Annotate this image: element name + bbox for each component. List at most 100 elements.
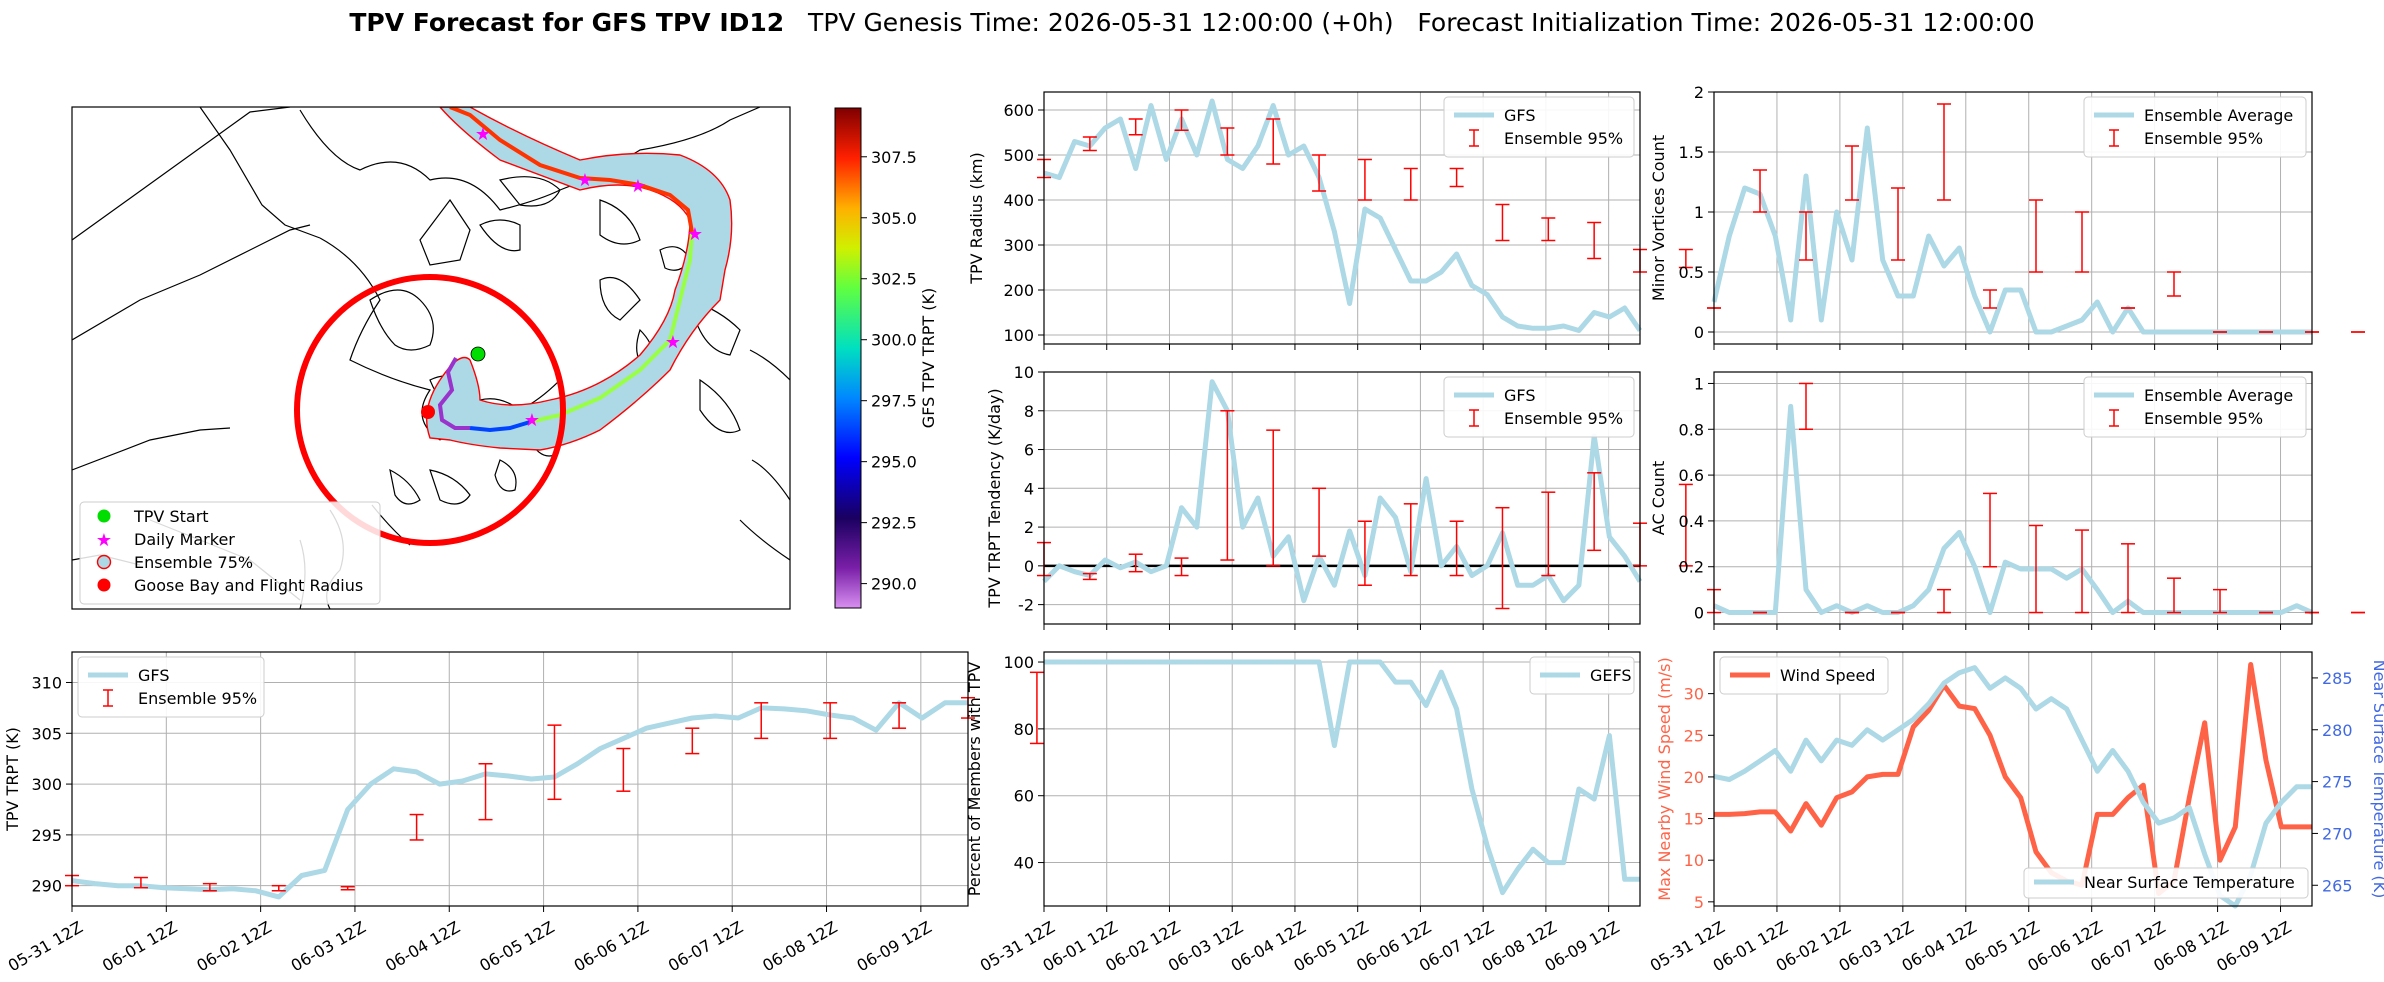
- x-tick-label: 06-06 12Z: [571, 917, 652, 975]
- series-line-main: [1711, 125, 2312, 335]
- legend-box: [2083, 96, 2307, 158]
- legend: GFS Ensemble 95%: [77, 656, 265, 718]
- legend-label: Ensemble 95%: [1504, 409, 1623, 428]
- y-tick-label: 40: [1014, 854, 1034, 873]
- legend-label: GFS: [1504, 386, 1535, 405]
- svg-text:★: ★: [687, 224, 703, 245]
- legend-label: Ensemble 95%: [1504, 129, 1623, 148]
- legend-ensemble-label: Ensemble 75%: [134, 553, 253, 572]
- legend-label: Ensemble Average: [2144, 386, 2293, 405]
- x-tick-label: 06-09 12Z: [854, 917, 935, 975]
- radius-panel: 100 200 300 400 500 600 TPV Radius (km) GFS Ense…: [967, 91, 2014, 350]
- ensemble-errorbar: [271, 884, 286, 892]
- series-line-main: [1042, 379, 1643, 604]
- ensemble-errorbar: [1029, 671, 1044, 745]
- y-tick-label: 10: [1684, 851, 1704, 870]
- legend-label: GEFS: [1590, 666, 1632, 685]
- ensemble-errorbar: [1587, 221, 1602, 260]
- map-panel: ★ ★ ★ ★ ★ ★ TPV Start ★ Daily Marker Ens…: [71, 106, 791, 610]
- plot-frame: [1713, 651, 2313, 907]
- ensemble-errorbar: [1678, 483, 1693, 567]
- legend: Wind Speed Near Surface Temperature: [1719, 656, 2309, 899]
- legend-box: [1443, 96, 1635, 158]
- ensemble-errorbar: [1449, 520, 1464, 577]
- legend-label: Ensemble Average: [2144, 106, 2293, 125]
- y-axis-label: TPV TRPT Tendency (K/day): [985, 388, 1004, 608]
- x-tick-label: 06-04 12Z: [382, 917, 463, 975]
- colorbar-ticks: 307.5 305.0 302.5 300.0 297.5 295.0 292.5 290.0: [861, 148, 917, 594]
- figure-title-times: TPV Genesis Time: 2026-05-31 12:00:00 (+…: [784, 8, 2035, 37]
- svg-text:★: ★: [630, 176, 646, 197]
- legend-start-label: TPV Start: [133, 507, 209, 526]
- plot-frame: [1043, 651, 1641, 907]
- figure-title-main: TPV Forecast for GFS TPV ID12: [349, 8, 785, 37]
- ensemble-errorbar: [1891, 187, 1905, 261]
- y-tick-label: 2: [1694, 83, 1704, 102]
- legend: GFS Ensemble 95%: [1443, 376, 1635, 438]
- ensemble-errorbar: [2075, 529, 2089, 614]
- legend-goosebay-icon: [97, 578, 111, 592]
- y-axis-label: Max Nearby Wind Speed (m/s): [1655, 657, 1674, 900]
- ensemble-errorbar: [1937, 588, 1951, 614]
- series-line-main: [1043, 98, 1643, 333]
- y-tick-label: 0: [1694, 604, 1704, 623]
- colorbar: 307.5 305.0 302.5 300.0 297.5 295.0 292.5 290.0…: [834, 107, 938, 609]
- y-tick-label: 300: [31, 775, 62, 794]
- y-axis-label: TPV TRPT (K): [3, 727, 22, 832]
- ensemble-errorbar: [1495, 506, 1510, 610]
- legend-label: Near Surface Temperature: [2084, 873, 2295, 892]
- y-tick-label: 295: [31, 826, 62, 845]
- ensemble-errorbar: [2213, 588, 2227, 614]
- series-line-main: [71, 700, 968, 900]
- ensemble-errorbar: [1449, 167, 1464, 188]
- y-tick-label: 0.6: [1679, 466, 1704, 485]
- colorbar-tick-label: 290.0: [871, 575, 917, 594]
- ensemble-errorbar: [1266, 118, 1281, 165]
- series-line-main: [1712, 403, 2314, 615]
- x-tick-label: 06-08 12Z: [759, 917, 840, 975]
- y-tick-label: 30: [1684, 685, 1704, 704]
- track-segment-warm: [529, 231, 694, 424]
- y-tick-label: 0.2: [1679, 558, 1704, 577]
- y-tick-label: 100: [1003, 326, 1034, 345]
- minor-vortices-panel: 0 0.5 1 1.5 2 Minor Vortices Count Ensemble Av…: [1649, 83, 2365, 350]
- legend-ensemble-icon: [96, 554, 112, 570]
- ensemble-errorbar: [1845, 145, 1859, 201]
- y-tick-label: 0.8: [1679, 420, 1704, 439]
- ensemble-errorbar: [1541, 491, 1556, 577]
- svg-text:★: ★: [524, 410, 540, 431]
- y2-tick-label: 275: [2322, 773, 2353, 792]
- legend-label: Ensemble 95%: [138, 689, 257, 708]
- x-tick-label: 06-01 12Z: [99, 917, 180, 975]
- ensemble-errorbar: [1082, 136, 1097, 152]
- ensemble-errorbar: [2121, 543, 2135, 614]
- ensemble-errorbar: [1220, 410, 1235, 561]
- series-line-main: [1044, 659, 1640, 896]
- track-segment-cold: [437, 357, 470, 430]
- series-line-main: [1714, 662, 2312, 896]
- goose-bay-flight-radius: [294, 274, 566, 546]
- ensemble-errorbar: [409, 813, 424, 841]
- ensemble-errorbar: [202, 882, 217, 892]
- ensemble-errorbar: [2029, 524, 2043, 614]
- track-segment-mid: [469, 420, 531, 433]
- y-tick-label: 4: [1024, 479, 1034, 498]
- legend-box: [1443, 376, 1635, 438]
- y-tick-label: 100: [1003, 653, 1034, 672]
- ensemble-errorbar: [754, 702, 769, 740]
- daily-markers: ★ ★ ★ ★ ★ ★: [475, 124, 703, 431]
- ensemble-errorbar: [1495, 203, 1510, 242]
- ensemble-errorbar: [1983, 289, 1997, 309]
- ensemble-errorbar: [547, 724, 562, 801]
- goose-bay-dot: [421, 405, 435, 419]
- y-tick-label: 5: [1694, 893, 1704, 912]
- ensemble-errorbar: [1174, 109, 1189, 131]
- ensemble-errorbar: [1403, 503, 1418, 577]
- ensemble-errorbar: [1799, 382, 1813, 431]
- colorbar-tick-label: 305.0: [871, 209, 917, 228]
- plot-frame: [1043, 91, 1641, 345]
- ensemble-errorbar: [1357, 520, 1372, 586]
- y-tick-label: 0.5: [1679, 263, 1704, 282]
